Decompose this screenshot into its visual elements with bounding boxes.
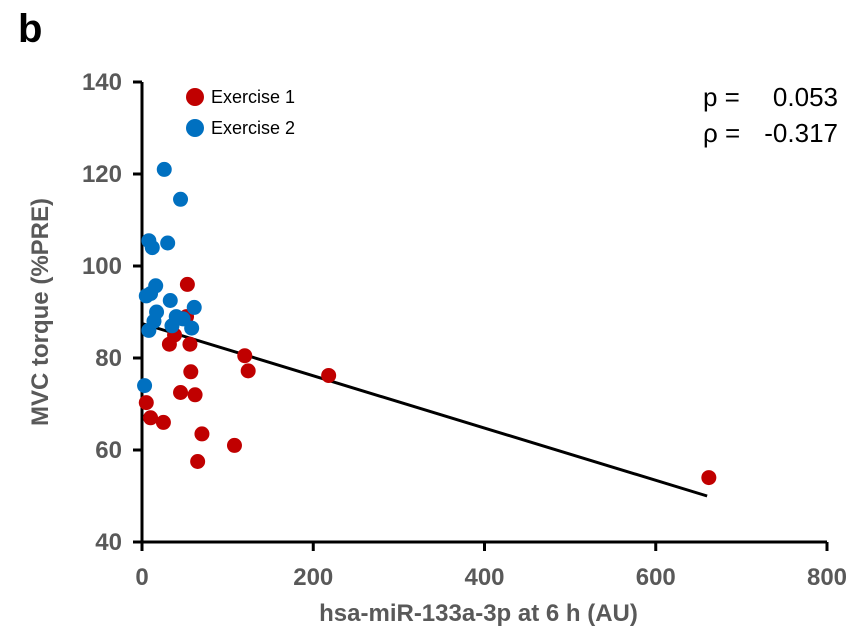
data-point-exercise-1	[240, 363, 256, 379]
p-value: 0.053	[773, 82, 838, 112]
x-tick-label: 800	[807, 564, 847, 591]
data-point-exercise-1	[701, 470, 717, 486]
data-point-exercise-1	[143, 410, 159, 426]
x-tick-label: 200	[293, 564, 333, 591]
legend-label-exercise-1: Exercise 1	[211, 87, 295, 107]
data-point-exercise-1	[182, 336, 198, 352]
data-point-exercise-1	[194, 426, 210, 442]
data-point-exercise-1	[226, 437, 242, 453]
x-tick-label: 0	[135, 564, 148, 591]
data-point-exercise-1	[187, 387, 203, 403]
rho-value: -0.317	[764, 118, 838, 148]
data-point-exercise-1	[190, 454, 206, 469]
x-axis-title: hsa-miR-133a-3p at 6 h (AU)	[319, 600, 638, 627]
trendline	[141, 322, 708, 498]
regression-line	[141, 322, 708, 498]
y-tick-label: 100	[82, 253, 122, 280]
data-point-exercise-2	[160, 235, 176, 251]
data-point-exercise-1	[155, 414, 171, 430]
data-point-exercise-2	[173, 191, 189, 207]
data-point-exercise-2	[149, 304, 165, 320]
series-2	[137, 161, 202, 394]
data-point-exercise-1	[237, 348, 253, 364]
tick-labels: 0 200 400 600 800 40 60 80 100 120 140	[82, 69, 847, 591]
series-1	[138, 276, 717, 486]
legend-label-exercise-2: Exercise 2	[211, 118, 295, 138]
data-point-exercise-1	[183, 364, 199, 380]
y-tick-label: 120	[82, 161, 122, 188]
panel-label: b	[18, 7, 42, 51]
legend-marker-exercise-1	[186, 88, 204, 106]
data-point-exercise-2	[162, 293, 178, 308]
y-axis-title: MVC torque (%PRE)	[27, 198, 54, 426]
y-tick-label: 60	[95, 437, 122, 464]
rho-value-label: ρ =	[703, 118, 740, 148]
data-point-exercise-1	[138, 395, 154, 411]
axes	[133, 80, 829, 551]
data-point-exercise-2	[144, 240, 160, 256]
data-point-exercise-1	[173, 385, 189, 400]
data-point-exercise-2	[148, 278, 164, 294]
data-point-exercise-2	[186, 299, 202, 315]
data-point-exercise-1	[179, 276, 195, 292]
statistics-annotation: p = 0.053 ρ = -0.317	[703, 82, 838, 148]
y-tick-label: 80	[95, 345, 122, 372]
data-point-exercise-2	[137, 378, 153, 394]
y-tick-label: 140	[82, 69, 122, 96]
legend: Exercise 1 Exercise 2	[186, 87, 295, 138]
legend-marker-exercise-2	[186, 119, 204, 137]
data-point-exercise-2	[184, 320, 200, 336]
data-point-exercise-2	[156, 161, 172, 177]
data-points	[137, 161, 717, 486]
x-tick-label: 400	[464, 564, 504, 591]
data-point-exercise-2	[141, 322, 157, 338]
x-tick-label: 600	[636, 564, 676, 591]
data-point-exercise-1	[321, 367, 337, 383]
p-value-label: p =	[703, 82, 740, 112]
y-tick-label: 40	[95, 529, 122, 556]
